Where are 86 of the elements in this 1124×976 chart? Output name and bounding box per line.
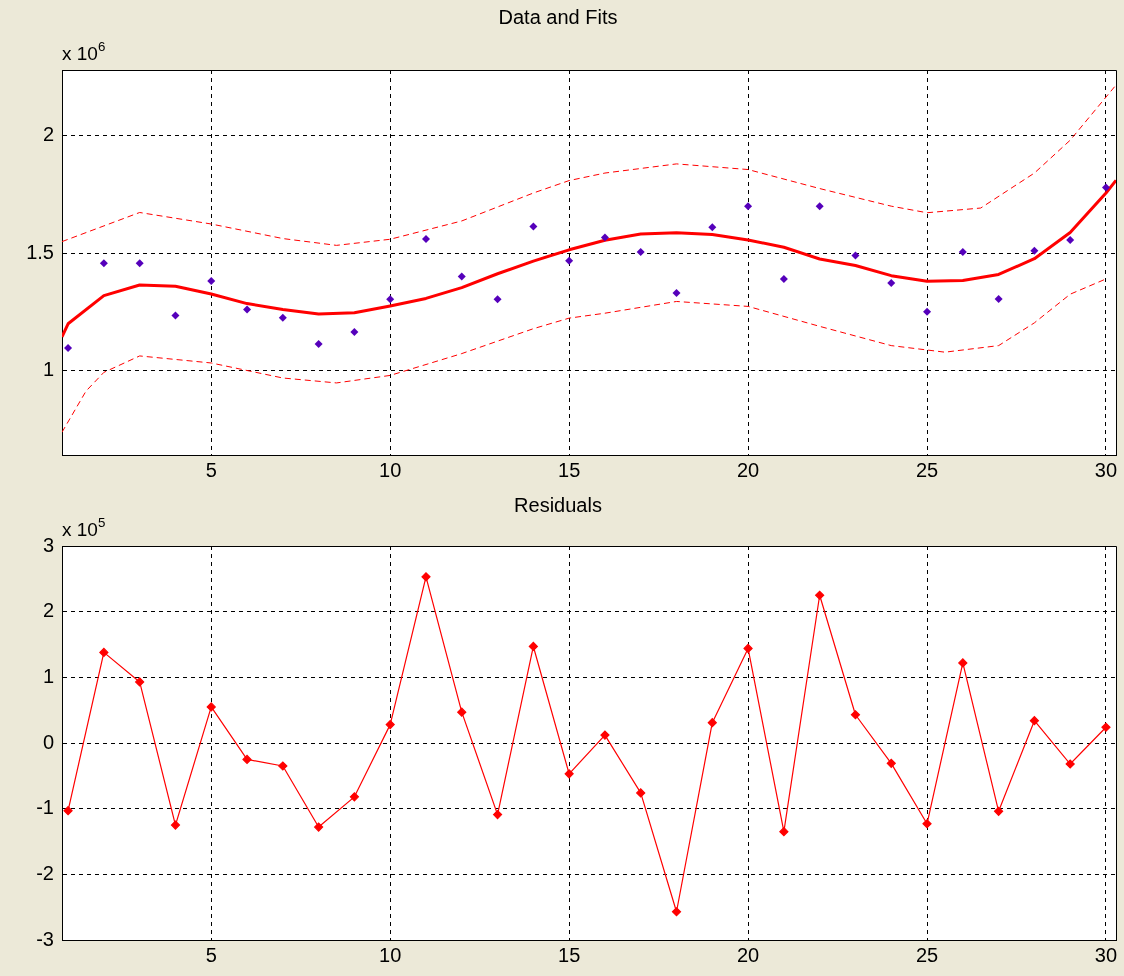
x-tick-label: 20 [736,943,760,966]
point [457,272,466,281]
point [314,822,324,832]
point [207,277,216,286]
point [421,235,430,244]
y-tick-label: 2 [42,123,54,146]
point [386,295,395,304]
line-series [62,278,1107,433]
x-tick-label: 30 [1094,943,1118,966]
point [743,643,753,654]
point [170,820,181,830]
point [886,758,896,768]
y-tick-label: 0 [42,730,54,753]
y-tick-label: 1 [42,358,54,380]
point [64,343,73,352]
point [600,730,610,740]
chart-title: Residuals [514,493,602,516]
point [564,769,574,779]
point [887,278,896,287]
x-tick-label: 25 [915,458,939,481]
point [671,907,682,917]
point [314,339,323,348]
point [1101,722,1111,732]
point [99,647,109,657]
x-tick-label: 15 [558,458,581,481]
y-tick-label: 1 [42,664,54,687]
point [958,247,967,256]
point [171,311,180,320]
line-series [62,84,1116,246]
point [958,658,968,668]
point [421,572,431,582]
y-tick-label: -1 [36,796,54,819]
point [243,305,252,314]
point [349,792,359,802]
y-tick-label: 2 [42,599,54,622]
y-tick-label: -3 [36,927,54,950]
point [135,259,144,268]
x-tick-label: 10 [379,458,402,481]
point [135,677,145,687]
point [851,251,860,260]
point [779,827,789,837]
point [565,256,574,265]
point [636,247,645,256]
point [278,313,287,322]
x-tick-label: 5 [205,943,217,966]
x-tick-label: 10 [379,943,402,966]
point [206,702,216,712]
point [779,274,788,283]
point [1029,716,1039,726]
point [994,294,1003,303]
point [1030,246,1039,255]
point [922,819,932,829]
point [63,806,73,816]
x-tick-label: 15 [558,943,581,966]
point [815,202,824,211]
point [242,754,252,765]
point [457,707,467,717]
point [493,295,502,304]
point [708,223,717,232]
point [99,259,108,268]
x-tick-label: 30 [1094,458,1118,481]
point [744,202,753,211]
point [672,289,681,298]
point [923,307,932,316]
point [1101,183,1110,192]
x-tick-label: 20 [736,458,760,481]
chart-title: Data and Fits [498,5,618,28]
point [994,806,1004,816]
y-tick-label: 1.5 [26,240,54,263]
x-tick-label: 5 [205,458,217,481]
y-tick-label: 3 [42,533,54,556]
point [815,590,825,600]
point [1065,759,1075,769]
point [278,761,288,771]
point [492,809,503,820]
point [350,327,359,336]
point [600,233,609,242]
point [385,720,395,730]
point [528,641,538,652]
point [636,788,646,798]
point [529,222,538,231]
point [850,710,861,720]
y-tick-label: -2 [36,861,54,884]
x-tick-label: 25 [915,943,939,966]
point [1066,235,1075,244]
point [707,718,717,728]
